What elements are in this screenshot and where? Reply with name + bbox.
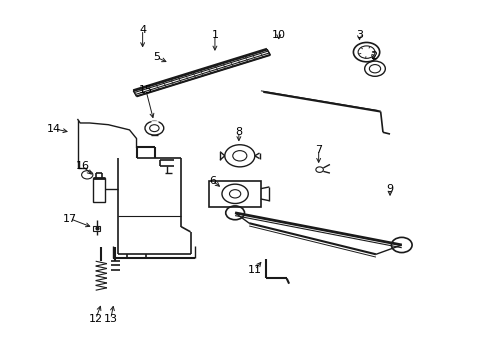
Text: 14: 14 — [47, 124, 61, 134]
Text: 2: 2 — [369, 51, 376, 61]
Text: 11: 11 — [247, 265, 261, 275]
Text: 16: 16 — [75, 161, 89, 171]
Text: 10: 10 — [271, 30, 285, 40]
Text: 12: 12 — [88, 314, 102, 324]
Text: 6: 6 — [209, 176, 216, 186]
Text: 5: 5 — [153, 52, 160, 62]
Text: 9: 9 — [386, 184, 393, 194]
Text: 4: 4 — [139, 25, 146, 35]
Text: 8: 8 — [235, 127, 242, 136]
Text: 13: 13 — [103, 314, 118, 324]
Text: 3: 3 — [355, 30, 362, 40]
Text: 17: 17 — [62, 214, 77, 224]
Text: 7: 7 — [314, 145, 322, 155]
Text: 15: 15 — [139, 85, 153, 95]
Text: 1: 1 — [211, 30, 218, 40]
